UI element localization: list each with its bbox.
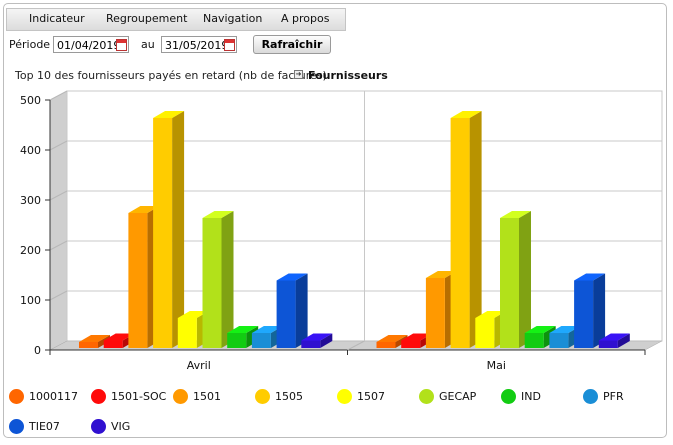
y-tick-label: 100 [20, 294, 41, 307]
calendar-icon[interactable] [116, 39, 127, 51]
bar-GECAP-Mai [500, 211, 531, 348]
menu-bar: Indicateur Regroupement Navigation A pro… [6, 8, 346, 31]
bar-TIE07-Mai [574, 273, 606, 348]
legend-swatch [419, 389, 434, 404]
category-divider-floor [347, 340, 365, 351]
chart-left-wall [49, 90, 68, 351]
legend-swatch [91, 389, 106, 404]
fournisseurs-link[interactable]: Fournisseurs [308, 69, 388, 82]
legend-swatch [173, 389, 188, 404]
legend-label: 1501 [193, 390, 221, 403]
y-tick-label: 0 [34, 344, 41, 357]
menu-regroupement[interactable]: Regroupement [106, 12, 188, 25]
y-tick-label: 500 [20, 94, 41, 107]
legend-swatch [91, 419, 106, 434]
to-label: au [141, 38, 155, 51]
menu-navigation[interactable]: Navigation [203, 12, 263, 25]
legend-label: VIG [111, 420, 131, 433]
gridline-side [49, 290, 68, 301]
menu-a-propos[interactable]: A propos [281, 12, 330, 25]
legend-swatch [583, 389, 598, 404]
start-date-value: 01/04/2019 [57, 39, 121, 52]
period-label: Période [9, 38, 51, 51]
export-link-icon[interactable]: ➜ [294, 70, 303, 79]
x-tick-label: Avril [187, 359, 211, 372]
legend-label: GECAP [439, 390, 477, 403]
legend-label: PFR [603, 390, 624, 403]
bar-TIE07-Avril [276, 273, 308, 348]
y-tick-label: 300 [20, 194, 41, 207]
legend-label: TIE07 [29, 420, 60, 433]
bar-VIG-Mai [598, 333, 630, 348]
gridline-side [49, 240, 68, 251]
refresh-button[interactable]: Rafraîchir [253, 35, 331, 54]
legend-swatch [255, 389, 270, 404]
legend-label: IND [521, 390, 541, 403]
legend-swatch [9, 389, 24, 404]
legend-swatch [9, 419, 24, 434]
y-tick-label: 400 [20, 144, 41, 157]
bar-GECAP-Avril [202, 211, 234, 348]
legend-label: 1501-SOC [111, 390, 167, 403]
menu-indicateur[interactable]: Indicateur [29, 12, 85, 25]
bar-1505-Avril [153, 111, 185, 348]
legend-swatch [501, 389, 516, 404]
bar-1505-Mai [450, 111, 482, 348]
legend-label: 1505 [275, 390, 303, 403]
legend-label: 1000117 [29, 390, 78, 403]
end-date-field[interactable]: 31/05/2019 [161, 36, 237, 53]
end-date-value: 31/05/2019 [165, 39, 229, 52]
x-tick-label: Mai [487, 359, 506, 372]
start-date-field[interactable]: 01/04/2019 [53, 36, 129, 53]
calendar-icon[interactable] [224, 39, 235, 51]
y-tick-label: 200 [20, 244, 41, 257]
gridline-side [49, 140, 68, 151]
gridline-side [49, 190, 68, 201]
legend-swatch [337, 389, 352, 404]
legend-label: 1507 [357, 390, 385, 403]
gridline-side [49, 90, 68, 101]
bar-VIG-Avril [301, 333, 333, 348]
report-title: Top 10 des fournisseurs payés en retard … [15, 69, 327, 82]
